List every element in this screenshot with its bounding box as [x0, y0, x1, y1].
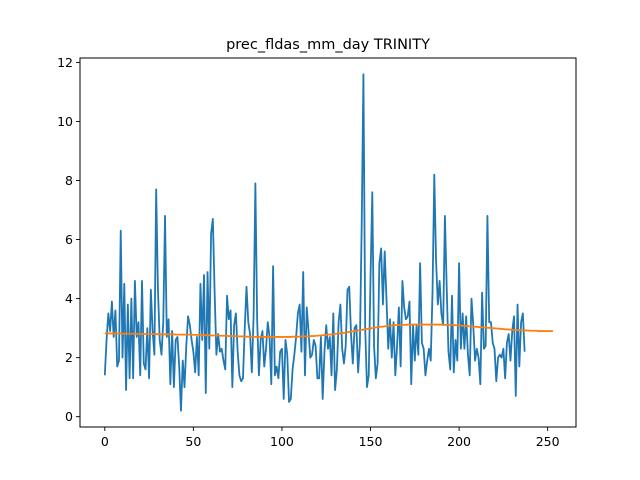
x-tick-label: 100 — [270, 434, 294, 449]
x-tick-label: 150 — [359, 434, 383, 449]
y-tick-label: 6 — [65, 232, 73, 247]
plot-frame — [79, 57, 577, 428]
y-tick-label: 10 — [57, 114, 73, 129]
x-tick-label: 50 — [185, 434, 201, 449]
x-tick-label: 0 — [101, 434, 109, 449]
y-tick-label: 8 — [65, 173, 73, 188]
x-tick-label: 200 — [447, 434, 471, 449]
x-axis: 0 50 100 150 200 250 — [101, 427, 560, 449]
series-line-trend — [104, 323, 553, 338]
y-tick-label: 0 — [65, 409, 73, 424]
plot-area — [103, 73, 553, 412]
y-tick-label: 12 — [57, 55, 73, 70]
x-tick-label: 250 — [536, 434, 560, 449]
series-line-raw — [103, 73, 526, 412]
y-axis: 0 2 4 6 8 10 12 — [57, 55, 80, 424]
chart-title: prec_fldas_mm_day TRINITY — [226, 37, 430, 53]
y-tick-label: 2 — [65, 350, 73, 365]
y-tick-label: 4 — [65, 291, 73, 306]
